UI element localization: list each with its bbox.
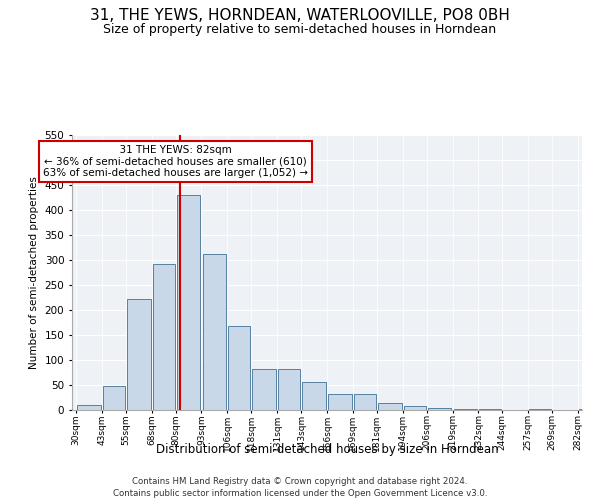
Text: Size of property relative to semi-detached houses in Horndean: Size of property relative to semi-detach… (103, 22, 497, 36)
Bar (77, 405, 101, 410)
Bar (253, 368, 276, 410)
Bar (529, 409, 551, 410)
Bar (176, 195, 200, 410)
Bar (354, 394, 376, 410)
Text: 31 THE YEWS: 82sqm  
← 36% of semi-detached houses are smaller (610)
63% of semi: 31 THE YEWS: 82sqm ← 36% of semi-detache… (43, 145, 308, 178)
Text: 31, THE YEWS, HORNDEAN, WATERLOOVILLE, PO8 0BH: 31, THE YEWS, HORNDEAN, WATERLOOVILLE, P… (90, 8, 510, 22)
Bar (203, 254, 226, 410)
Bar (278, 368, 300, 410)
Text: Contains HM Land Registry data © Crown copyright and database right 2024.: Contains HM Land Registry data © Crown c… (132, 478, 468, 486)
Y-axis label: Number of semi-detached properties: Number of semi-detached properties (29, 176, 39, 369)
Bar (404, 406, 425, 410)
Bar (229, 326, 250, 410)
Bar (479, 408, 502, 410)
Text: Distribution of semi-detached houses by size in Horndean: Distribution of semi-detached houses by … (155, 442, 499, 456)
Text: Contains public sector information licensed under the Open Government Licence v3: Contains public sector information licen… (113, 489, 487, 498)
Bar (302, 382, 326, 410)
Bar (428, 408, 451, 410)
Bar (103, 386, 125, 410)
Bar (152, 264, 175, 410)
Bar (328, 394, 352, 410)
Bar (579, 409, 600, 410)
Bar (127, 299, 151, 410)
Bar (454, 408, 478, 410)
Bar (378, 402, 401, 410)
